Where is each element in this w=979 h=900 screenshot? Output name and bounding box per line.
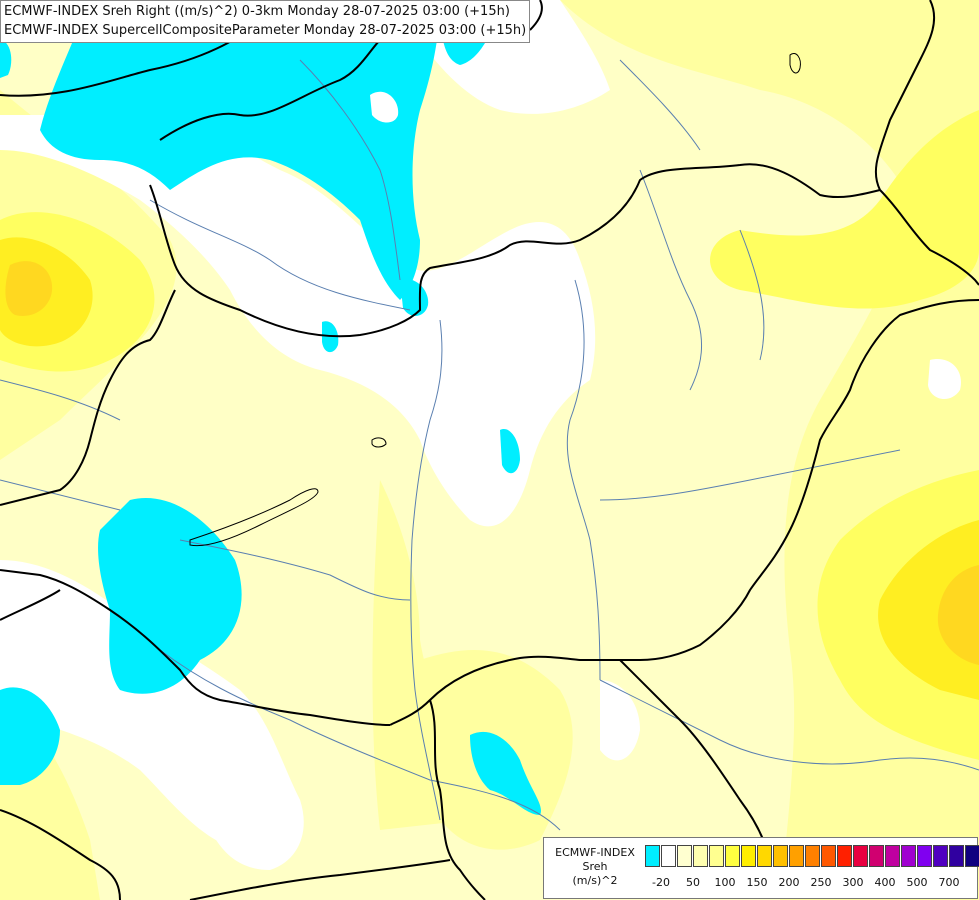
border-hungary-romania-serbia	[389, 299, 979, 726]
title-line-sreh: ECMWF-INDEX Sreh Right ((m/s)^2) 0-3km M…	[4, 4, 510, 19]
field-cyan-north	[40, 0, 440, 300]
legend-swatch	[917, 845, 932, 867]
field-yellow-northeast	[710, 110, 979, 309]
legend-label: ECMWF-INDEX Sreh (m/s)^2	[547, 846, 643, 888]
legend-swatch	[709, 845, 724, 867]
border-croatia-bosnia	[0, 589, 61, 621]
legend-swatch	[885, 845, 900, 867]
field-cyan-edge	[0, 40, 12, 78]
field-white-hole	[370, 91, 399, 123]
river-east	[739, 229, 765, 361]
field-white-east-dot	[928, 359, 961, 400]
border-hungary-ukraine	[879, 189, 979, 286]
color-legend: ECMWF-INDEX Sreh (m/s)^2 -20 50 100 150 200 2…	[543, 837, 979, 899]
river-north	[299, 59, 401, 281]
border-slovakia-hungary	[149, 163, 881, 338]
field-bright-yellow-east	[878, 520, 979, 700]
legend-swatches	[645, 845, 979, 867]
legend-tick-label: 150	[746, 876, 768, 889]
river-mures	[599, 449, 901, 501]
legend-swatch	[725, 845, 740, 867]
legend-swatch	[805, 845, 820, 867]
legend-tick-label: 700	[938, 876, 960, 889]
legend-swatch	[949, 845, 964, 867]
border-top	[529, 0, 543, 31]
border-northeast	[874, 0, 936, 191]
field-white-south-patch	[200, 738, 304, 870]
border-south	[189, 859, 451, 900]
field-cyan-southwest	[0, 687, 60, 785]
legend-swatch	[773, 845, 788, 867]
legend-ticks: -20 50 100 150 200 250 300 400 500 700	[645, 876, 975, 890]
field-cyan-center-dot	[500, 429, 520, 474]
legend-swatch	[821, 845, 836, 867]
river-sava	[159, 649, 561, 831]
lake-small	[371, 437, 387, 448]
legend-tick-label: -20	[652, 876, 670, 889]
river-tisza	[566, 279, 601, 681]
legend-tick-label: 300	[842, 876, 864, 889]
legend-swatch	[869, 845, 884, 867]
river-southeast	[599, 679, 979, 771]
legend-unit: (m/s)^2	[572, 874, 618, 887]
border-romania-serbia	[619, 659, 771, 861]
legend-swatch	[757, 845, 772, 867]
river-northwest	[149, 199, 411, 311]
legend-swatch	[677, 845, 692, 867]
legend-tick-label: 200	[778, 876, 800, 889]
legend-tick-label: 400	[874, 876, 896, 889]
river-north-east	[619, 59, 701, 151]
field-cyan-west-central	[98, 498, 242, 694]
field-cyan-south	[470, 731, 541, 815]
map-title-box: ECMWF-INDEX Sreh Right ((m/s)^2) 0-3km M…	[0, 0, 531, 43]
border-austria	[0, 289, 176, 506]
legend-source: ECMWF-INDEX	[555, 846, 635, 859]
river-west	[0, 479, 121, 511]
title-line-scp: ECMWF-INDEX SupercellCompositeParameter …	[4, 23, 527, 38]
river-danube	[410, 319, 443, 821]
legend-tick-label: 50	[686, 876, 700, 889]
legend-swatch	[853, 845, 868, 867]
legend-swatch	[661, 845, 676, 867]
legend-swatch	[645, 845, 660, 867]
legend-variable: Sreh	[582, 860, 608, 873]
legend-swatch	[901, 845, 916, 867]
lake-balaton	[189, 488, 319, 547]
legend-tick-label: 500	[906, 876, 928, 889]
legend-tick-label: 250	[810, 876, 832, 889]
legend-swatch	[933, 845, 948, 867]
legend-swatch	[741, 845, 756, 867]
legend-swatch	[837, 845, 852, 867]
rivers	[0, 59, 979, 831]
river-northeast	[639, 169, 703, 391]
border-serbia-west	[429, 699, 486, 900]
field-gold-east	[937, 565, 979, 665]
border-hungary-croatia	[0, 569, 391, 726]
legend-swatch	[789, 845, 804, 867]
field-white-southeast	[600, 680, 640, 761]
legend-tick-label: 100	[714, 876, 736, 889]
legend-swatch	[965, 845, 979, 867]
river-drava-link	[179, 539, 411, 601]
field-white-central	[0, 115, 596, 527]
legend-swatch	[693, 845, 708, 867]
river-far-west	[0, 379, 121, 421]
field-gold-west	[5, 261, 53, 316]
border-czech-slovakia	[159, 39, 381, 141]
lake-north	[789, 53, 801, 74]
border-southwest	[0, 809, 121, 900]
